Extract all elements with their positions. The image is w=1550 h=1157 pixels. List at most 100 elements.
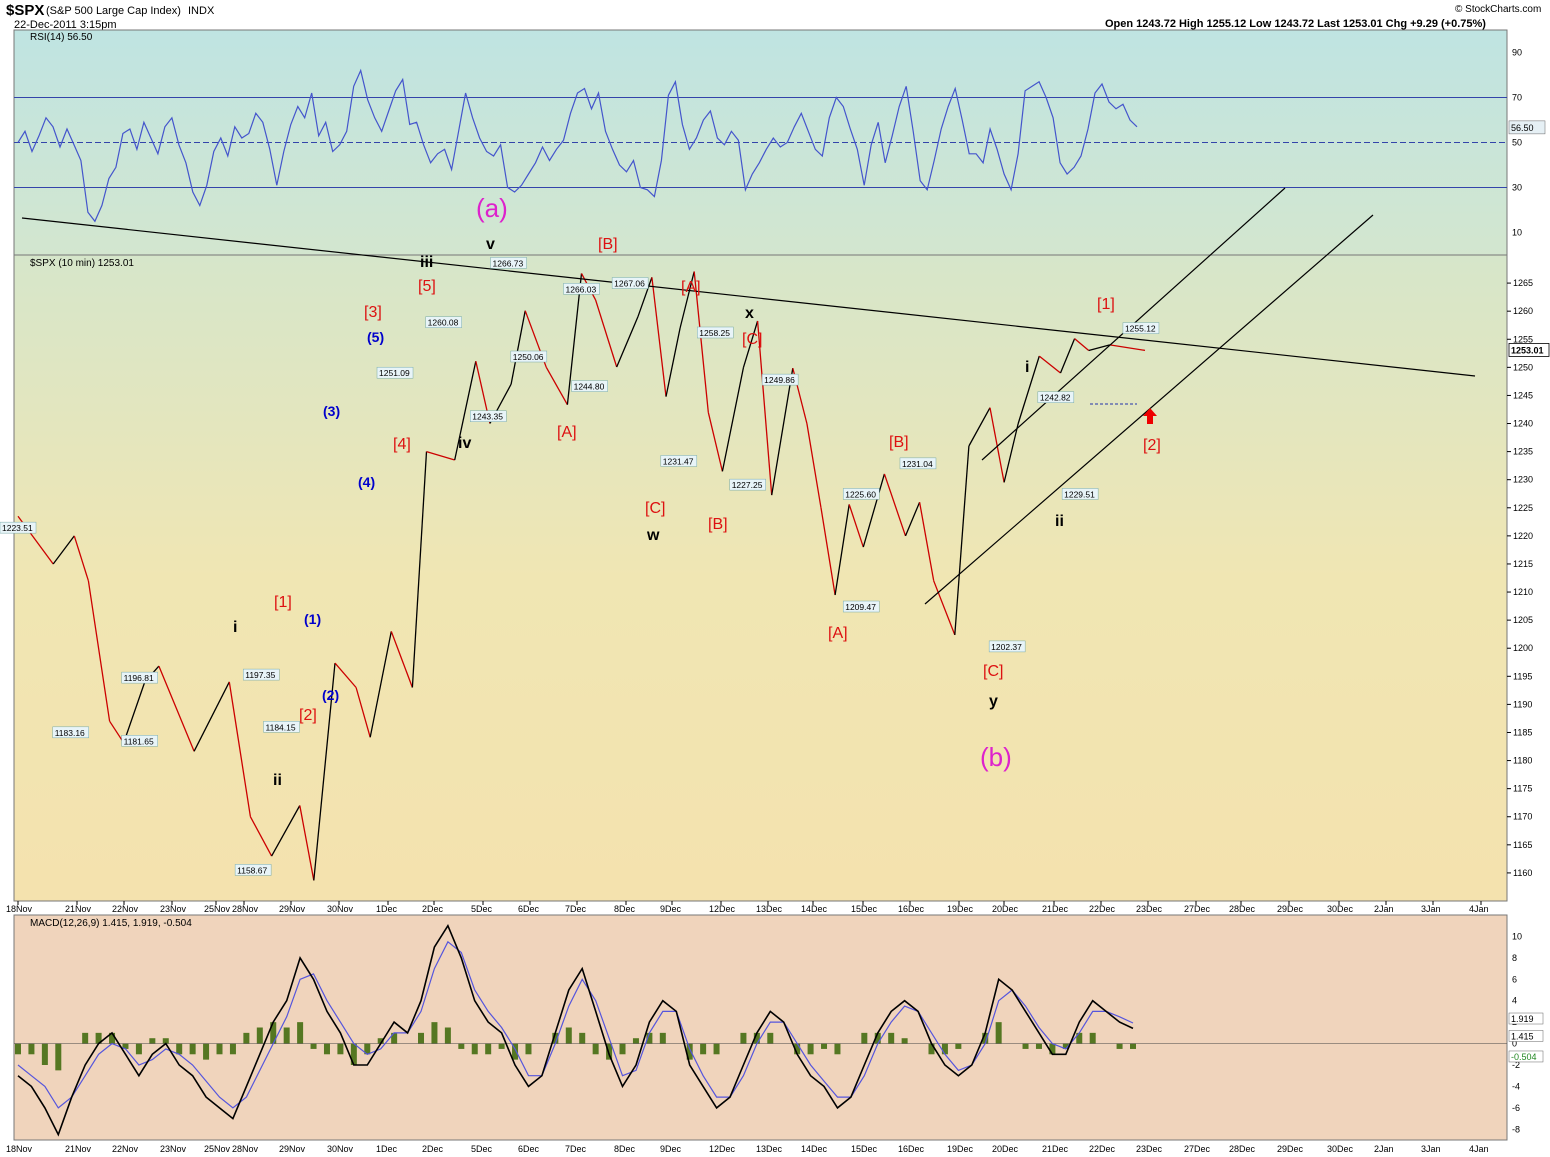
x-tick-label-bottom: 5Dec — [471, 1144, 493, 1154]
extremum-box — [842, 488, 880, 500]
extremum-box — [563, 283, 600, 295]
x-tick-label: 25Nov — [204, 904, 231, 914]
x-tick-label: 13Dec — [756, 904, 783, 914]
extremum-annotation: 1244.80 — [571, 380, 608, 392]
x-tick-label-bottom: 8Dec — [614, 1144, 636, 1154]
extremum-annotation: 1255.12 — [1122, 322, 1160, 334]
x-tick-label: 12Dec — [709, 904, 736, 914]
extremum-annotation: 1243.35 — [470, 410, 507, 422]
wave-label: (4) — [358, 474, 375, 490]
extremum-box — [1061, 488, 1099, 500]
downtrend-line — [21, 217, 1476, 377]
macd-histogram-bar — [256, 1027, 263, 1044]
price-segment — [954, 445, 970, 635]
extremum-label: 1255.12 — [1125, 324, 1156, 334]
extremum-annotation: 1196.81 — [121, 671, 158, 684]
price-segment — [693, 271, 709, 413]
x-tick-label-bottom: 30Nov — [327, 1144, 354, 1154]
x-tick-label: 18Nov — [6, 904, 33, 914]
x-tick-label-bottom: 23Dec — [1136, 1144, 1163, 1154]
price-segment — [411, 451, 428, 688]
macd-histogram-bar — [82, 1032, 89, 1044]
price-tick-label: 1170 — [1513, 812, 1532, 822]
extremum-label: 1250.06 — [513, 352, 544, 362]
rsi-tick-label: 70 — [1512, 93, 1522, 103]
macd-histogram-bar — [364, 1043, 371, 1055]
x-tick-label-bottom: 21Nov — [65, 1144, 92, 1154]
macd-histogram-bar — [1089, 1032, 1096, 1044]
price-last-value: 1253.01 — [1511, 345, 1544, 355]
macd-value-box — [1508, 1012, 1544, 1025]
extremum-label: 1209.47 — [845, 602, 876, 612]
x-tick-label-bottom: 16Dec — [898, 1144, 925, 1154]
macd-histogram-bar — [15, 1043, 21, 1055]
up-arrow-icon — [1143, 408, 1157, 424]
macd-histogram-bar — [659, 1032, 666, 1044]
x-tick-label: 21Nov — [65, 904, 92, 914]
extremum-annotation: 1251.09 — [376, 366, 414, 379]
x-tick-label-bottom: 30Dec — [1327, 1144, 1354, 1154]
price-tick-label: 1235 — [1513, 447, 1533, 457]
x-tick-label-bottom: 7Dec — [565, 1144, 587, 1154]
extremum-annotation: 1249.86 — [761, 373, 799, 386]
x-tick-label-bottom: 1Dec — [376, 1144, 398, 1154]
x-tick-label: 22Dec — [1089, 904, 1116, 914]
extremum-box — [660, 455, 698, 467]
wave-label: w — [646, 527, 660, 544]
extremum-annotation: 1258.25 — [697, 326, 734, 339]
extremum-annotation: 1266.03 — [563, 283, 600, 295]
macd-histogram-bar — [310, 1043, 317, 1049]
extremum-annotation: 1184.15 — [263, 721, 300, 733]
rsi-tick-label: 10 — [1512, 228, 1522, 238]
x-tick-label-bottom: 15Dec — [851, 1144, 878, 1154]
macd-histogram-bar — [323, 1043, 330, 1055]
price-segment — [918, 502, 935, 581]
price-tick-label: 1225 — [1513, 503, 1533, 513]
chart-date: 22-Dec-2011 3:15pm — [14, 19, 117, 31]
x-tick-label: 23Dec — [1136, 904, 1163, 914]
extremum-label: 1244.80 — [574, 382, 605, 392]
extremum-box — [611, 277, 649, 289]
extremum-box — [899, 457, 937, 470]
extremum-box — [1037, 391, 1075, 403]
wave-label: [A] — [828, 625, 848, 642]
macd-histogram-bar — [941, 1043, 948, 1055]
extremum-box — [761, 373, 799, 386]
macd-tick-label: -4 — [1512, 1081, 1520, 1091]
price-segment — [806, 423, 822, 508]
price-segment — [834, 504, 850, 596]
macd-histogram-bar — [525, 1043, 532, 1055]
x-tick-label-bottom: 22Dec — [1089, 1144, 1116, 1154]
extremum-box — [842, 600, 880, 613]
price-segment — [968, 407, 991, 447]
macd-histogram-bar — [767, 1032, 774, 1044]
extremum-label: 1158.67 — [237, 865, 267, 875]
macd-histogram-bar — [861, 1032, 868, 1044]
macd-histogram-bar — [203, 1043, 210, 1060]
price-tick-label: 1215 — [1513, 559, 1533, 569]
macd-histogram-bar — [149, 1038, 156, 1044]
price-tick-label: 1210 — [1513, 587, 1533, 597]
price-segment — [228, 681, 252, 817]
macd-histogram-bar — [821, 1043, 828, 1049]
wave-label: [B] — [598, 236, 618, 253]
price-tick-label: 1205 — [1513, 615, 1533, 625]
price-segment — [566, 273, 583, 405]
price-segment — [989, 407, 1005, 483]
extremum-label: 1249.86 — [764, 375, 795, 385]
macd-histogram-bar — [834, 1043, 841, 1055]
extremum-box — [729, 478, 766, 491]
extremum-label: 1229.51 — [1064, 489, 1095, 499]
price-segment — [616, 316, 639, 368]
price-segment — [73, 535, 90, 581]
wave-label: [1] — [274, 594, 292, 611]
price-tick-label: 1180 — [1513, 756, 1532, 766]
price-segment — [933, 580, 956, 636]
x-tick-label: 15Dec — [851, 904, 878, 914]
extremum-annotation: 1209.47 — [842, 600, 880, 613]
x-tick-label: 30Dec — [1327, 904, 1354, 914]
x-tick-label: 4Jan — [1469, 904, 1489, 914]
x-tick-label-bottom: 25Nov — [204, 1144, 231, 1154]
macd-histogram-bar — [982, 1032, 989, 1044]
